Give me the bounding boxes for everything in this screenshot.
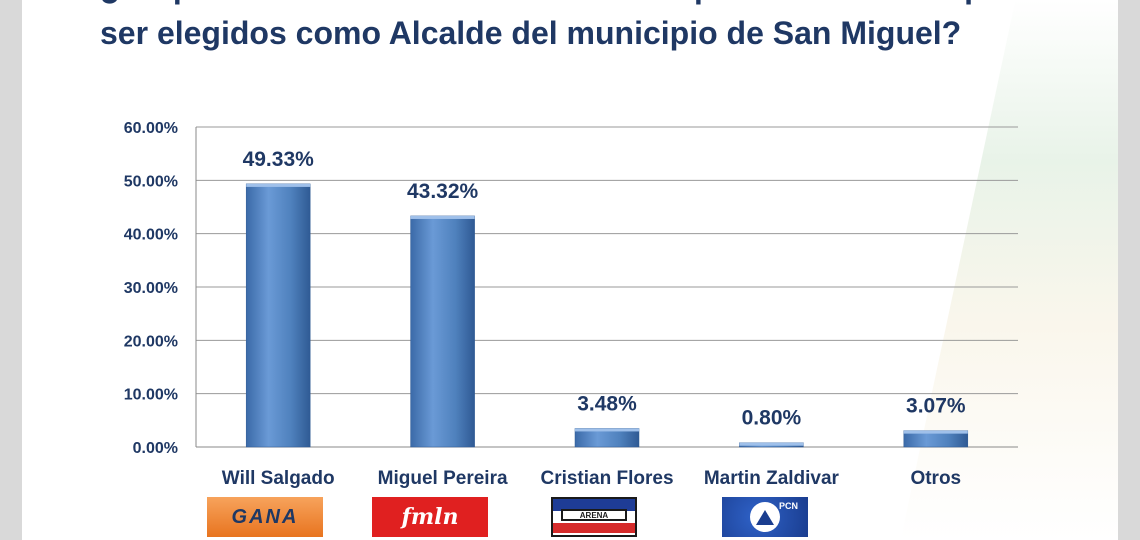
y-tick-label: 0.00%	[133, 440, 178, 457]
bar-top-highlight	[246, 183, 311, 187]
arena-party-logo: ARENA	[551, 497, 637, 537]
gana-logo-text: GANA	[231, 505, 299, 528]
gana-party-logo: GANA	[207, 497, 323, 537]
data-label: 3.07%	[906, 395, 966, 418]
x-tick-label: Cristian Flores	[540, 468, 673, 489]
x-tick-label: Will Salgado	[222, 468, 335, 489]
x-tick-label: Martin Zaldivar	[704, 468, 840, 489]
bar	[245, 183, 311, 448]
title-line-1: ¿Me podría mencionar los candidatos que …	[100, 0, 1080, 10]
pcn-emblem-icon	[750, 502, 780, 532]
data-label: 49.33%	[243, 148, 315, 171]
chart-title: ¿Me podría mencionar los candidatos que …	[100, 0, 1080, 56]
y-tick-label: 50.00%	[124, 173, 178, 190]
y-tick-label: 30.00%	[124, 280, 178, 297]
fmln-logo-text: fmln	[401, 504, 459, 530]
bar	[410, 215, 475, 448]
bar-top-highlight	[739, 442, 804, 446]
bar-top-highlight	[903, 430, 968, 434]
x-tick-label: Miguel Pereira	[378, 468, 508, 489]
fmln-party-logo: fmln	[372, 497, 488, 537]
data-labels: 49.33% 43.32% 3.48% 0.80% 3.07%	[243, 148, 966, 430]
y-tick-label: 40.00%	[124, 227, 178, 244]
y-tick-label: 60.00%	[124, 120, 178, 137]
data-label: 3.48%	[577, 392, 637, 415]
y-axis-ticks: 0.00% 10.00% 20.00% 30.00% 40.00% 50.00% 60.00…	[124, 120, 178, 457]
bar-top-highlight	[575, 428, 639, 432]
arena-logo-red-band	[553, 523, 635, 533]
bars	[245, 183, 969, 448]
y-tick-label: 20.00%	[124, 333, 178, 350]
pcn-logo-text: PCN	[778, 501, 798, 511]
title-line-2: ser elegidos como Alcalde del municipio …	[100, 15, 962, 51]
bar-top-highlight	[410, 215, 475, 219]
arena-logo-blue-band	[553, 499, 635, 511]
data-label: 0.80%	[742, 407, 802, 430]
y-tick-label: 10.00%	[124, 387, 178, 404]
gridlines	[195, 126, 1018, 448]
x-axis-labels: Will Salgado Miguel Pereira Cristian Flore…	[222, 468, 961, 489]
arena-logo-text: ARENA	[561, 509, 627, 521]
x-tick-label: Otros	[910, 468, 961, 489]
pcn-party-logo: PCN	[722, 497, 808, 537]
slide: ¿Me podría mencionar los candidatos que …	[22, 0, 1118, 540]
data-label: 43.32%	[407, 180, 479, 203]
